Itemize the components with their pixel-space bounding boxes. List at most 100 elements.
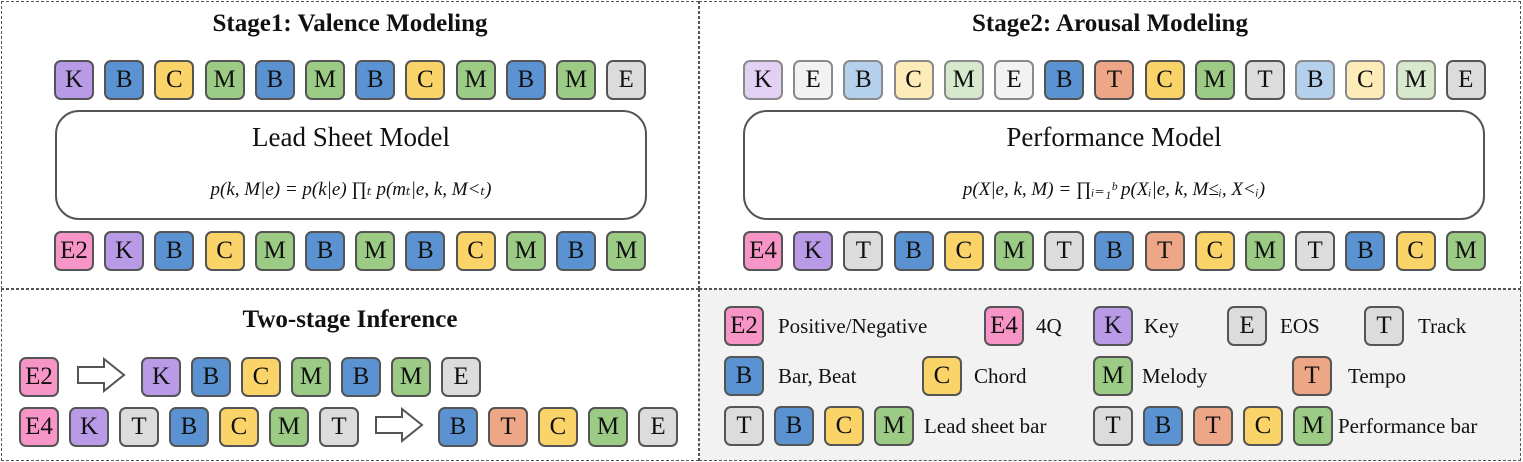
token-b: B bbox=[104, 60, 145, 100]
legend-performance-bar-label: Performance bar bbox=[1338, 414, 1478, 438]
legend-lead-sheet-bar-label: Lead sheet bar bbox=[924, 414, 1047, 438]
token-b: B bbox=[556, 231, 596, 271]
token-e2: E2 bbox=[19, 357, 59, 397]
token-b: B bbox=[1094, 231, 1135, 271]
token-b: B bbox=[341, 357, 381, 397]
legend-key-token: K bbox=[1093, 306, 1133, 346]
token-e: E bbox=[638, 407, 678, 447]
token-c: C bbox=[943, 231, 984, 271]
token-b: B bbox=[154, 231, 195, 271]
lead-sheet-model-title: Lead Sheet Model bbox=[252, 122, 450, 152]
legend-melody-token: M bbox=[1093, 356, 1133, 396]
legend-track-token: T bbox=[1364, 306, 1404, 346]
legend-bar-token: B bbox=[724, 356, 764, 396]
token-m: M bbox=[943, 60, 984, 100]
token-m: M bbox=[1194, 60, 1235, 100]
legend-token-c: C bbox=[824, 406, 864, 446]
token-m: M bbox=[606, 231, 647, 271]
token-k: K bbox=[69, 407, 109, 447]
token-t: T bbox=[119, 407, 159, 447]
token-m: M bbox=[455, 60, 496, 100]
token-m: M bbox=[391, 357, 431, 397]
token-m: M bbox=[269, 407, 309, 447]
token-c: C bbox=[1345, 60, 1386, 100]
token-b: B bbox=[893, 231, 934, 271]
token-t: T bbox=[1144, 231, 1185, 271]
token-c: C bbox=[1194, 231, 1235, 271]
token-e: E bbox=[441, 357, 481, 397]
token-t: T bbox=[1295, 231, 1336, 271]
token-b: B bbox=[438, 407, 478, 447]
token-b: B bbox=[1295, 60, 1336, 100]
token-t: T bbox=[843, 231, 884, 271]
token-m: M bbox=[505, 231, 546, 271]
token-b: B bbox=[254, 60, 295, 100]
legend-tempo-token: T bbox=[1292, 356, 1332, 396]
legend-chord-label: Chord bbox=[974, 364, 1027, 388]
token-b: B bbox=[169, 407, 209, 447]
token-k: K bbox=[743, 60, 783, 100]
token-m: M bbox=[204, 60, 245, 100]
legend-bar-label: Bar, Beat bbox=[778, 364, 857, 388]
inference-panel: Two-stage Inference bbox=[1, 289, 699, 461]
arrow-right-icon bbox=[77, 357, 126, 393]
token-c: C bbox=[893, 60, 934, 100]
legend-track-label: Track bbox=[1418, 314, 1467, 338]
token-t: T bbox=[319, 407, 359, 447]
token-c: C bbox=[241, 357, 281, 397]
legend-e4-token: E4 bbox=[984, 306, 1024, 346]
token-k: K bbox=[793, 231, 834, 271]
legend-token-b: B bbox=[774, 406, 814, 446]
token-k: K bbox=[104, 231, 145, 271]
token-t: T bbox=[1044, 231, 1085, 271]
token-b: B bbox=[843, 60, 884, 100]
legend-e2-token: E2 bbox=[724, 306, 764, 346]
token-b: B bbox=[1345, 231, 1386, 271]
stage1-panel: Stage1: Valence Modeling bbox=[1, 1, 699, 289]
token-b: B bbox=[305, 231, 345, 271]
arrow-right-icon bbox=[375, 407, 424, 443]
legend-e2-label: Positive/Negative bbox=[778, 314, 928, 338]
lead-sheet-model-box: Lead Sheet Model p(k, M|e) = p(k|e) ∏ₜ p… bbox=[55, 110, 647, 220]
token-c: C bbox=[1395, 231, 1436, 271]
token-e: E bbox=[793, 60, 834, 100]
token-m: M bbox=[254, 231, 295, 271]
legend-melody-label: Melody bbox=[1142, 364, 1208, 388]
legend-token-t: T bbox=[724, 406, 764, 446]
token-m: M bbox=[994, 231, 1034, 271]
legend-token-b: B bbox=[1143, 406, 1183, 446]
token-c: C bbox=[1144, 60, 1185, 100]
token-e: E bbox=[1445, 60, 1486, 100]
token-m: M bbox=[1245, 231, 1285, 271]
legend-eos-token: E bbox=[1227, 306, 1267, 346]
token-m: M bbox=[1395, 60, 1436, 100]
token-e: E bbox=[994, 60, 1034, 100]
token-c: C bbox=[204, 231, 245, 271]
token-c: C bbox=[455, 231, 496, 271]
stage2-panel: Stage2: Arousal Modeling bbox=[699, 1, 1521, 289]
token-m: M bbox=[355, 231, 396, 271]
token-e2: E2 bbox=[54, 231, 94, 271]
token-e: E bbox=[606, 60, 647, 100]
token-e4: E4 bbox=[743, 231, 783, 271]
legend-token-m: M bbox=[874, 406, 914, 446]
legend-chord-token: C bbox=[922, 356, 962, 396]
legend-token-c: C bbox=[1243, 406, 1283, 446]
inference-title: Two-stage Inference bbox=[242, 306, 458, 333]
token-b: B bbox=[355, 60, 396, 100]
legend-token-t: T bbox=[1093, 406, 1133, 446]
performance-model-box: Performance Model p(X|e, k, M) = ∏ᵢ₌₁ᵇ p… bbox=[743, 110, 1485, 220]
token-m: M bbox=[291, 357, 331, 397]
legend-e4-label: 4Q bbox=[1036, 314, 1062, 338]
token-m: M bbox=[556, 60, 596, 100]
token-c: C bbox=[405, 60, 446, 100]
performance-model-title: Performance Model bbox=[1006, 122, 1222, 152]
token-c: C bbox=[538, 407, 578, 447]
lead-sheet-model-formula: p(k, M|e) = p(k|e) ∏ₜ p(mₜ|e, k, M<ₜ) bbox=[210, 179, 492, 200]
token-b: B bbox=[191, 357, 231, 397]
token-c: C bbox=[219, 407, 259, 447]
token-c: C bbox=[154, 60, 195, 100]
token-m: M bbox=[588, 407, 628, 447]
performance-model-formula: p(X|e, k, M) = ∏ᵢ₌₁ᵇ p(Xᵢ|e, k, M≤ᵢ, X<ᵢ… bbox=[962, 179, 1266, 200]
token-m: M bbox=[305, 60, 345, 100]
